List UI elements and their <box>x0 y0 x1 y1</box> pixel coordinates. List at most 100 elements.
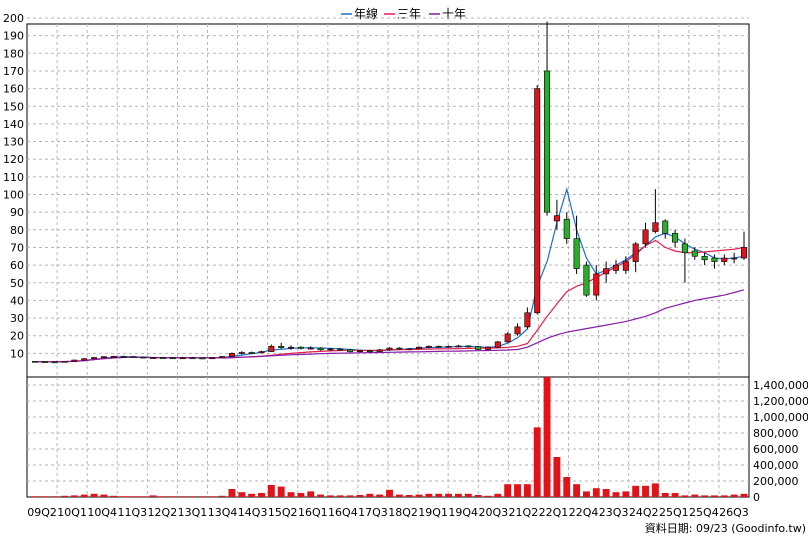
candle-body <box>297 346 304 349</box>
volume-bar <box>287 492 295 497</box>
volume-bar <box>120 496 128 498</box>
candle-body <box>337 348 344 351</box>
volume-bar <box>179 496 187 498</box>
price-tick-label: 130 <box>3 136 24 149</box>
price-tick-label: 150 <box>3 100 24 113</box>
volume-bar <box>691 494 699 497</box>
volume-bar <box>523 484 531 497</box>
candle-body <box>406 348 413 351</box>
x-tick-label: 13Q4 <box>208 506 238 519</box>
candle-body <box>593 273 600 296</box>
volume-bar <box>307 491 315 497</box>
candle-body <box>514 326 521 335</box>
data-date-footer: 資料日期: 09/23 (Goodinfo.tw) <box>645 521 806 535</box>
x-tick-label: 16Q4 <box>328 506 358 519</box>
volume-bar <box>632 485 640 497</box>
x-tick-label: 17Q3 <box>358 506 388 519</box>
volume-bar <box>622 491 630 497</box>
candlestick-series <box>31 21 748 364</box>
volume-bar <box>366 493 374 497</box>
legend-label-yearline: 年線 <box>354 6 378 21</box>
volume-bar <box>602 489 610 497</box>
volume-tick-label: 800,000 <box>753 427 799 440</box>
candle-body <box>169 357 176 360</box>
candle-body <box>544 70 551 213</box>
candle-body <box>140 356 147 359</box>
candle-body <box>524 312 531 328</box>
volume-bar <box>563 477 571 497</box>
candle-body <box>494 341 501 348</box>
candle-body <box>41 361 48 363</box>
volume-bar <box>80 494 88 497</box>
volume-bar <box>277 486 285 497</box>
volume-bar <box>139 496 147 498</box>
candle-body <box>632 243 639 262</box>
volume-bar <box>376 494 384 497</box>
volume-bar <box>553 457 561 497</box>
volume-bar <box>642 485 649 497</box>
volume-bar <box>346 495 354 497</box>
candle-body <box>307 347 314 350</box>
price-tick-label: 10 <box>10 347 24 360</box>
x-axis-ticks: 09Q2 10Q1 10Q4 11Q3 12Q2 13Q1 13Q4 14Q3 15Q2 16Q1… <box>27 506 749 519</box>
volume-bar <box>159 496 167 498</box>
candle-body <box>189 357 196 360</box>
x-tick-label: 25Q1 <box>659 506 689 519</box>
volume-bar <box>208 496 216 498</box>
volume-tick-label: 1,400,000 <box>753 379 808 392</box>
x-tick-label: 09Q2 <box>27 506 57 519</box>
x-tick-label: 10Q1 <box>57 506 87 519</box>
price-tick-label: 60 <box>10 259 24 272</box>
volume-tick-label: 1,200,000 <box>753 395 808 408</box>
volume-tick-label: 200,000 <box>753 475 799 488</box>
x-tick-label: 11Q3 <box>117 506 147 519</box>
candle-body <box>160 357 167 359</box>
candle-body <box>622 261 629 271</box>
volume-bar <box>267 485 275 497</box>
x-tick-label: 23Q3 <box>599 506 629 519</box>
x-tick-label: 19Q4 <box>448 506 478 519</box>
candle-body <box>425 345 432 348</box>
price-tick-label: 40 <box>10 294 24 307</box>
volume-bar <box>61 495 68 497</box>
volume-bar <box>356 495 364 497</box>
candle-body <box>731 257 738 260</box>
candle-body <box>612 264 619 271</box>
price-gridlines <box>27 17 749 377</box>
candle-body <box>91 357 98 359</box>
price-tick-label: 120 <box>3 153 24 166</box>
volume-bar <box>464 493 472 497</box>
candle-body <box>209 357 216 360</box>
legend-label-3yr: 三年 <box>397 7 421 21</box>
candle-body <box>603 268 610 275</box>
candle-body <box>120 356 127 358</box>
volume-bar <box>454 493 462 497</box>
candle-body <box>563 218 570 239</box>
volume-bar <box>198 496 206 498</box>
price-tick-label: 140 <box>3 118 24 131</box>
candle-body <box>258 351 265 354</box>
volume-bar <box>573 484 581 497</box>
x-tick-label: 15Q2 <box>268 506 298 519</box>
volume-bar <box>149 495 157 497</box>
candle-body <box>475 346 482 350</box>
price-tick-label: 100 <box>3 189 24 202</box>
volume-bar <box>592 488 600 497</box>
price-tick-label: 160 <box>3 83 24 96</box>
volume-bar <box>612 492 620 497</box>
candle-body <box>573 238 580 269</box>
candle-body <box>416 346 423 350</box>
volume-bar <box>582 491 590 497</box>
candle-body <box>553 215 560 222</box>
volume-bar <box>238 492 246 497</box>
price-tick-label: 30 <box>10 312 24 325</box>
volume-axis-ticks: 1,400,000 1,200,000 1,000,000 800,000 600,00… <box>753 379 808 504</box>
volume-bar <box>681 495 689 497</box>
volume-gridlines <box>27 377 749 497</box>
candle-body <box>71 359 78 362</box>
volume-bar <box>543 377 551 497</box>
candle-body <box>278 345 285 349</box>
candle-body <box>681 243 688 254</box>
x-tick-label: 22Q4 <box>569 506 599 519</box>
volume-tick-label: 0 <box>753 491 760 504</box>
